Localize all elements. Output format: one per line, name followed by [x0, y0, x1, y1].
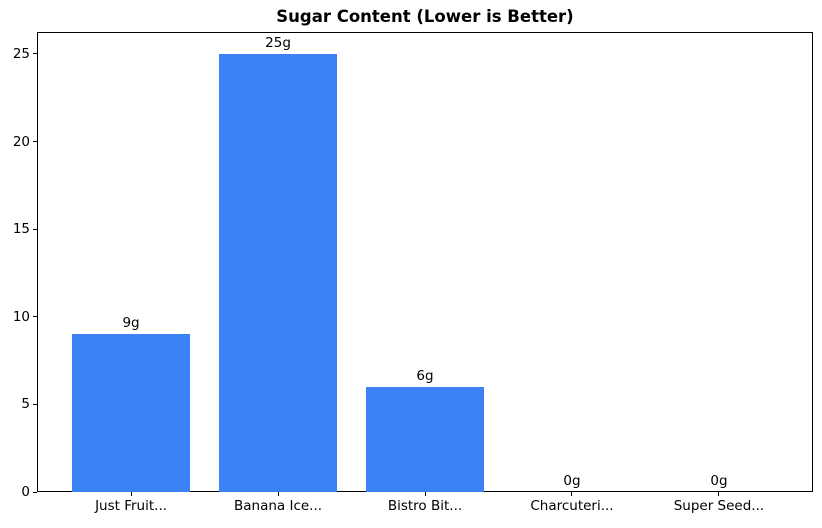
- y-tick-mark: [33, 491, 37, 493]
- x-tick-label: Just Fruit...: [95, 498, 168, 514]
- y-tick-label: 25: [12, 45, 30, 62]
- bar: [72, 334, 190, 492]
- y-tick-label: 10: [12, 308, 30, 325]
- bar-value-label: 9g: [122, 315, 140, 332]
- y-tick-mark: [33, 53, 37, 55]
- y-tick-mark: [33, 316, 37, 318]
- x-tick-mark: [571, 492, 573, 496]
- x-tick-mark: [424, 492, 426, 496]
- bar-value-label: 0g: [710, 473, 728, 489]
- x-tick-label: Banana Ice...: [233, 498, 323, 514]
- x-tick-label: Charcuteri...: [530, 498, 614, 514]
- y-tick-label: 20: [12, 133, 30, 150]
- x-tick-label: Bistro Bit...: [387, 498, 463, 514]
- x-tick-mark: [277, 492, 279, 496]
- x-tick-label: Super Seed...: [673, 498, 765, 514]
- y-tick-label: 0: [21, 484, 30, 500]
- y-tick-mark: [33, 403, 37, 405]
- y-tick-label: 15: [12, 221, 30, 238]
- bar-value-label: 0g: [563, 473, 581, 489]
- x-tick-mark: [718, 492, 720, 496]
- y-tick-mark: [33, 228, 37, 230]
- chart-title: Sugar Content (Lower is Better): [276, 7, 574, 26]
- x-tick-mark: [130, 492, 132, 496]
- bar-value-label: 25g: [265, 34, 291, 51]
- bar: [366, 386, 484, 492]
- y-tick-label: 5: [21, 396, 30, 413]
- bar-value-label: 6g: [416, 367, 434, 384]
- bar: [219, 53, 337, 492]
- y-tick-mark: [33, 141, 37, 143]
